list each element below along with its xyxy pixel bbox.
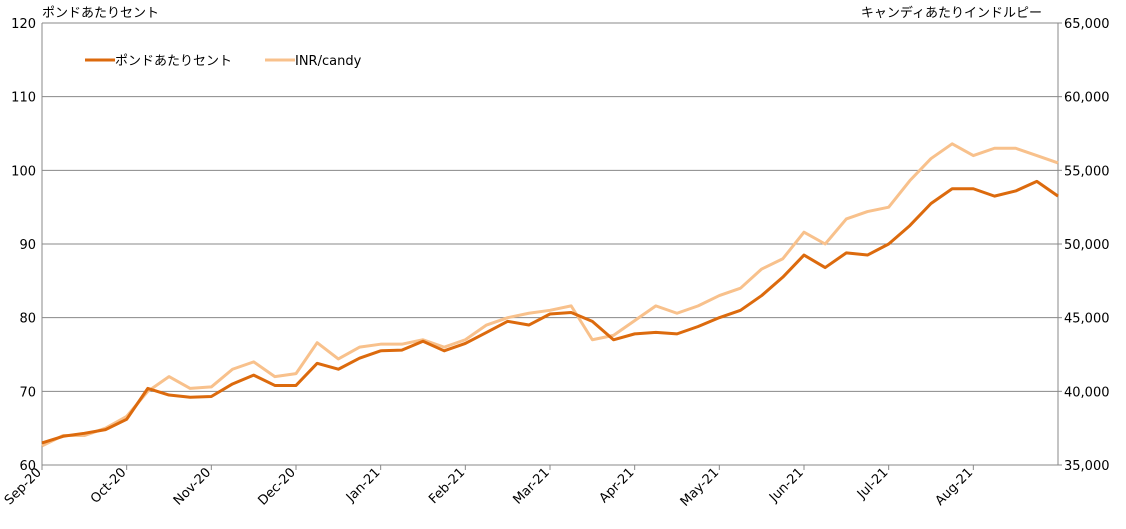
x-tick-label: Aug-21 xyxy=(933,465,977,509)
y2-tick-label: 40,000 xyxy=(1064,385,1110,400)
y-tick-label: 70 xyxy=(19,385,36,400)
x-tick-label: Feb-21 xyxy=(426,465,468,507)
x-tick-label: Jan-21 xyxy=(343,465,384,506)
y2-tick-label: 45,000 xyxy=(1064,312,1110,327)
y2-tick-label: 60,000 xyxy=(1064,91,1110,106)
y2-tick-label: 65,000 xyxy=(1064,17,1110,32)
y-tick-label: 110 xyxy=(11,91,36,106)
x-tick-label: Jun-21 xyxy=(766,465,807,506)
x-tick-label: Dec-20 xyxy=(255,465,298,508)
x-tick-label: Jul-21 xyxy=(854,465,891,502)
x-tick-label: Mar-21 xyxy=(510,465,552,507)
y2-axis-title: キャンディあたりインドルピー xyxy=(861,5,1042,21)
y2-tick-label: 50,000 xyxy=(1064,238,1110,253)
y-axis-title: ポンドあたりセント xyxy=(42,6,159,21)
x-tick-label: Oct-20 xyxy=(88,465,130,507)
legend-label: ポンドあたりセント xyxy=(115,54,232,69)
line-series xyxy=(41,179,1059,445)
x-tick-label: May-21 xyxy=(678,465,722,509)
y-tick-label: 90 xyxy=(19,238,36,253)
x-tick-label: Apr-21 xyxy=(597,465,638,506)
y-tick-label: 120 xyxy=(11,17,36,32)
y-tick-label: 100 xyxy=(11,164,36,179)
line-series xyxy=(41,142,1059,448)
y2-tick-label: 35,000 xyxy=(1064,459,1110,474)
y-tick-label: 80 xyxy=(19,312,36,327)
x-tick-label: Nov-20 xyxy=(171,465,214,508)
y-tick-label: 60 xyxy=(19,459,36,474)
legend-label: INR/candy xyxy=(295,54,362,69)
y2-tick-label: 55,000 xyxy=(1064,164,1110,179)
